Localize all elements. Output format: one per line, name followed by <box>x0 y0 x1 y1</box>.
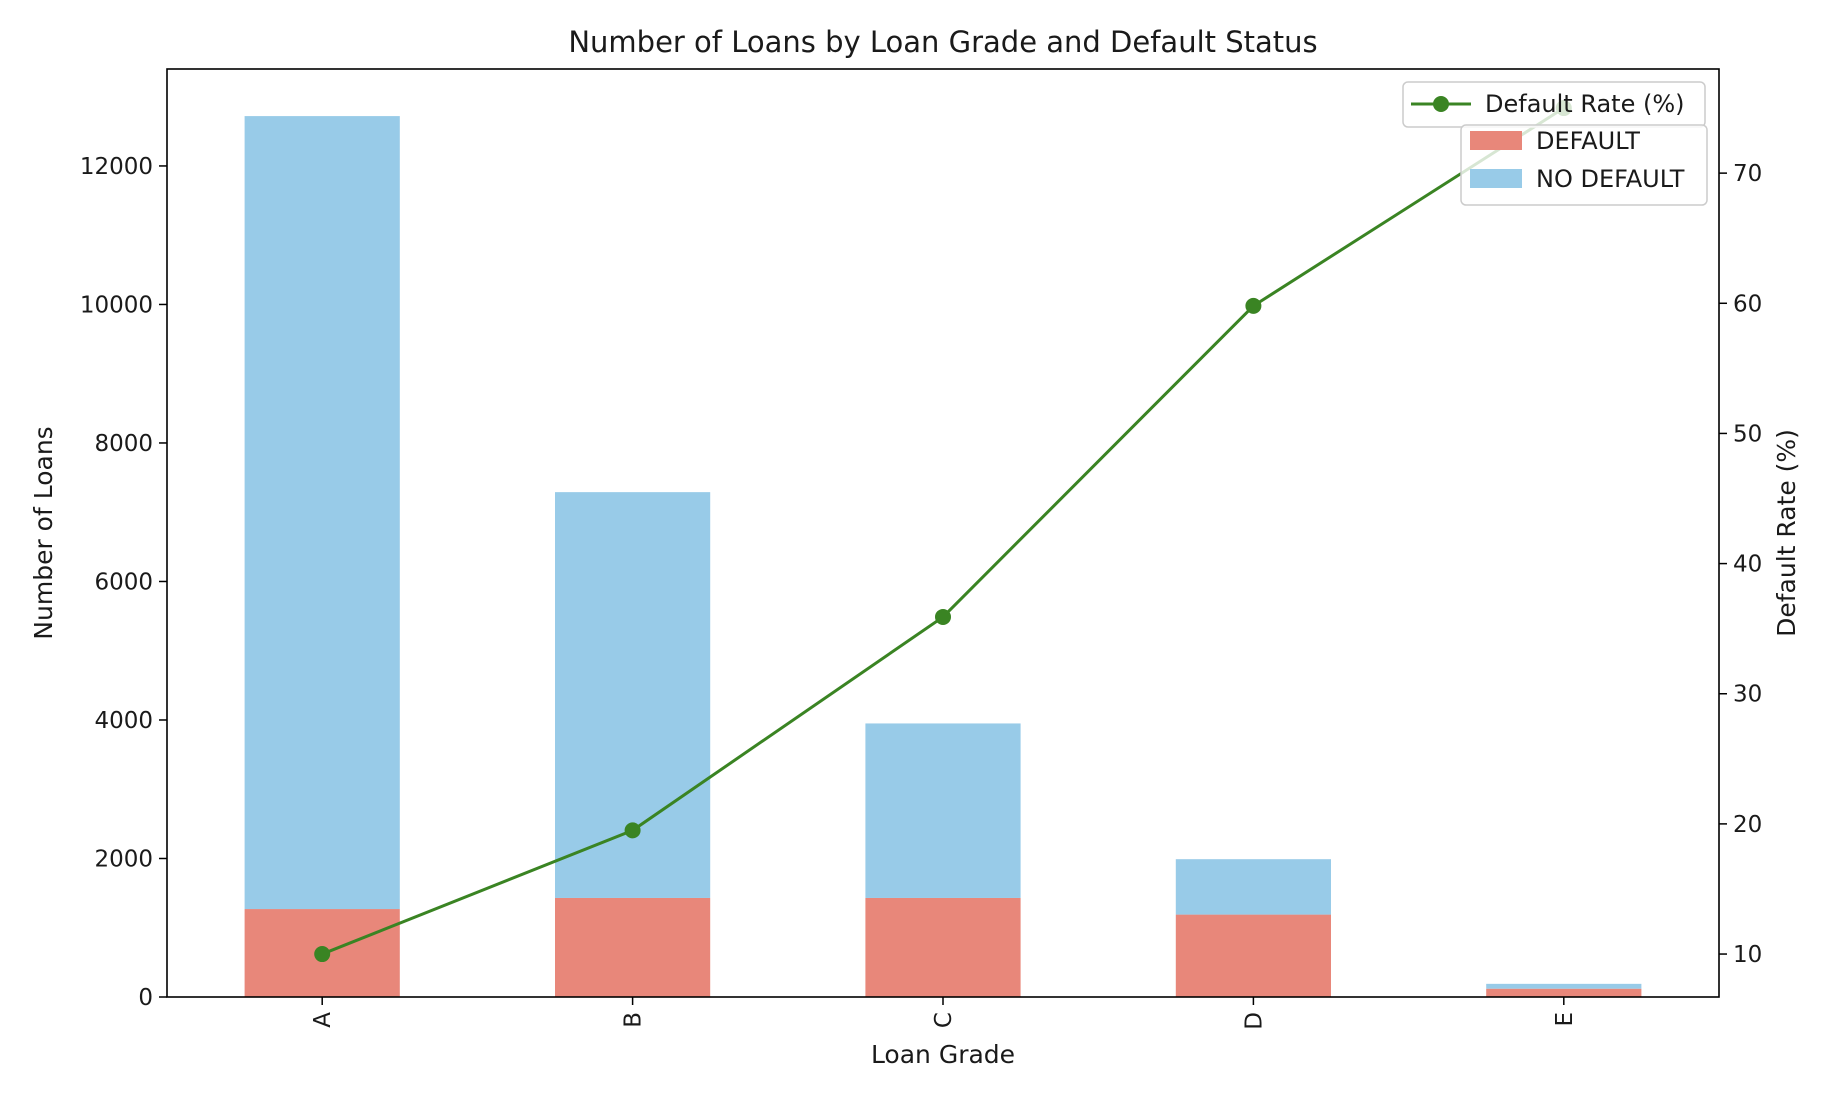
y-axis-label: Number of Loans <box>29 426 58 639</box>
chart-title: Number of Loans by Loan Grade and Defaul… <box>568 25 1317 59</box>
y2-tick-label: 10 <box>1733 942 1762 968</box>
y2-tick-label: 30 <box>1733 682 1762 708</box>
y-tick-label: 4000 <box>94 708 153 734</box>
ticks-layer: 0 2000 4000 6000 8000 10000 12000 10 20 30 40 50 60 7… <box>80 154 1762 1030</box>
legend: Default Rate (%) DEFAULT NO DEFAULT <box>1402 81 1708 206</box>
bar-no-default-a <box>244 116 400 910</box>
x-tick-label: A <box>310 1012 336 1028</box>
bar-no-default-e <box>1486 983 1642 989</box>
legend-label-default: DEFAULT <box>1536 127 1640 155</box>
bar-no-default-d <box>1175 859 1331 915</box>
y-tick-label: 6000 <box>94 569 153 595</box>
y2-tick-label: 20 <box>1733 812 1762 838</box>
bar-default-d <box>1175 914 1331 997</box>
bar-default-e <box>1486 988 1642 997</box>
x-tick-label: C <box>931 1012 957 1028</box>
bar-default-c <box>865 897 1021 997</box>
x-tick-label: D <box>1241 1012 1267 1030</box>
default-rate-point-a <box>314 946 331 963</box>
y-tick-label: 10000 <box>80 292 153 318</box>
default-rate-point-c <box>935 608 951 625</box>
x-tick-label: E <box>1552 1012 1578 1027</box>
legend-box-bars <box>1460 124 1708 206</box>
x-axis-label: Loan Grade <box>871 1040 1015 1069</box>
y-tick-label: 8000 <box>94 431 153 457</box>
default-rate-point-d <box>1245 297 1262 314</box>
legend-swatch-default <box>1470 131 1522 150</box>
y2-tick-label: 40 <box>1733 552 1762 578</box>
y-tick-label: 12000 <box>80 154 153 180</box>
legend-label-default-rate: Default Rate (%) <box>1485 90 1685 118</box>
x-tick-label: B <box>621 1012 647 1028</box>
default-rate-point-b <box>624 822 641 839</box>
y2-tick-label: 60 <box>1733 291 1762 317</box>
y-tick-label: 0 <box>138 985 153 1011</box>
legend-line-marker <box>1433 96 1449 112</box>
bar-no-default-c <box>865 723 1021 898</box>
legend-label-no-default: NO DEFAULT <box>1536 165 1685 193</box>
legend-swatch-no-default <box>1470 169 1522 188</box>
y2-tick-label: 50 <box>1733 421 1762 447</box>
y2-tick-label: 70 <box>1733 161 1762 187</box>
bar-default-b <box>555 897 711 997</box>
y-tick-label: 2000 <box>94 846 153 872</box>
y2-axis-label: Default Rate (%) <box>1772 429 1801 637</box>
